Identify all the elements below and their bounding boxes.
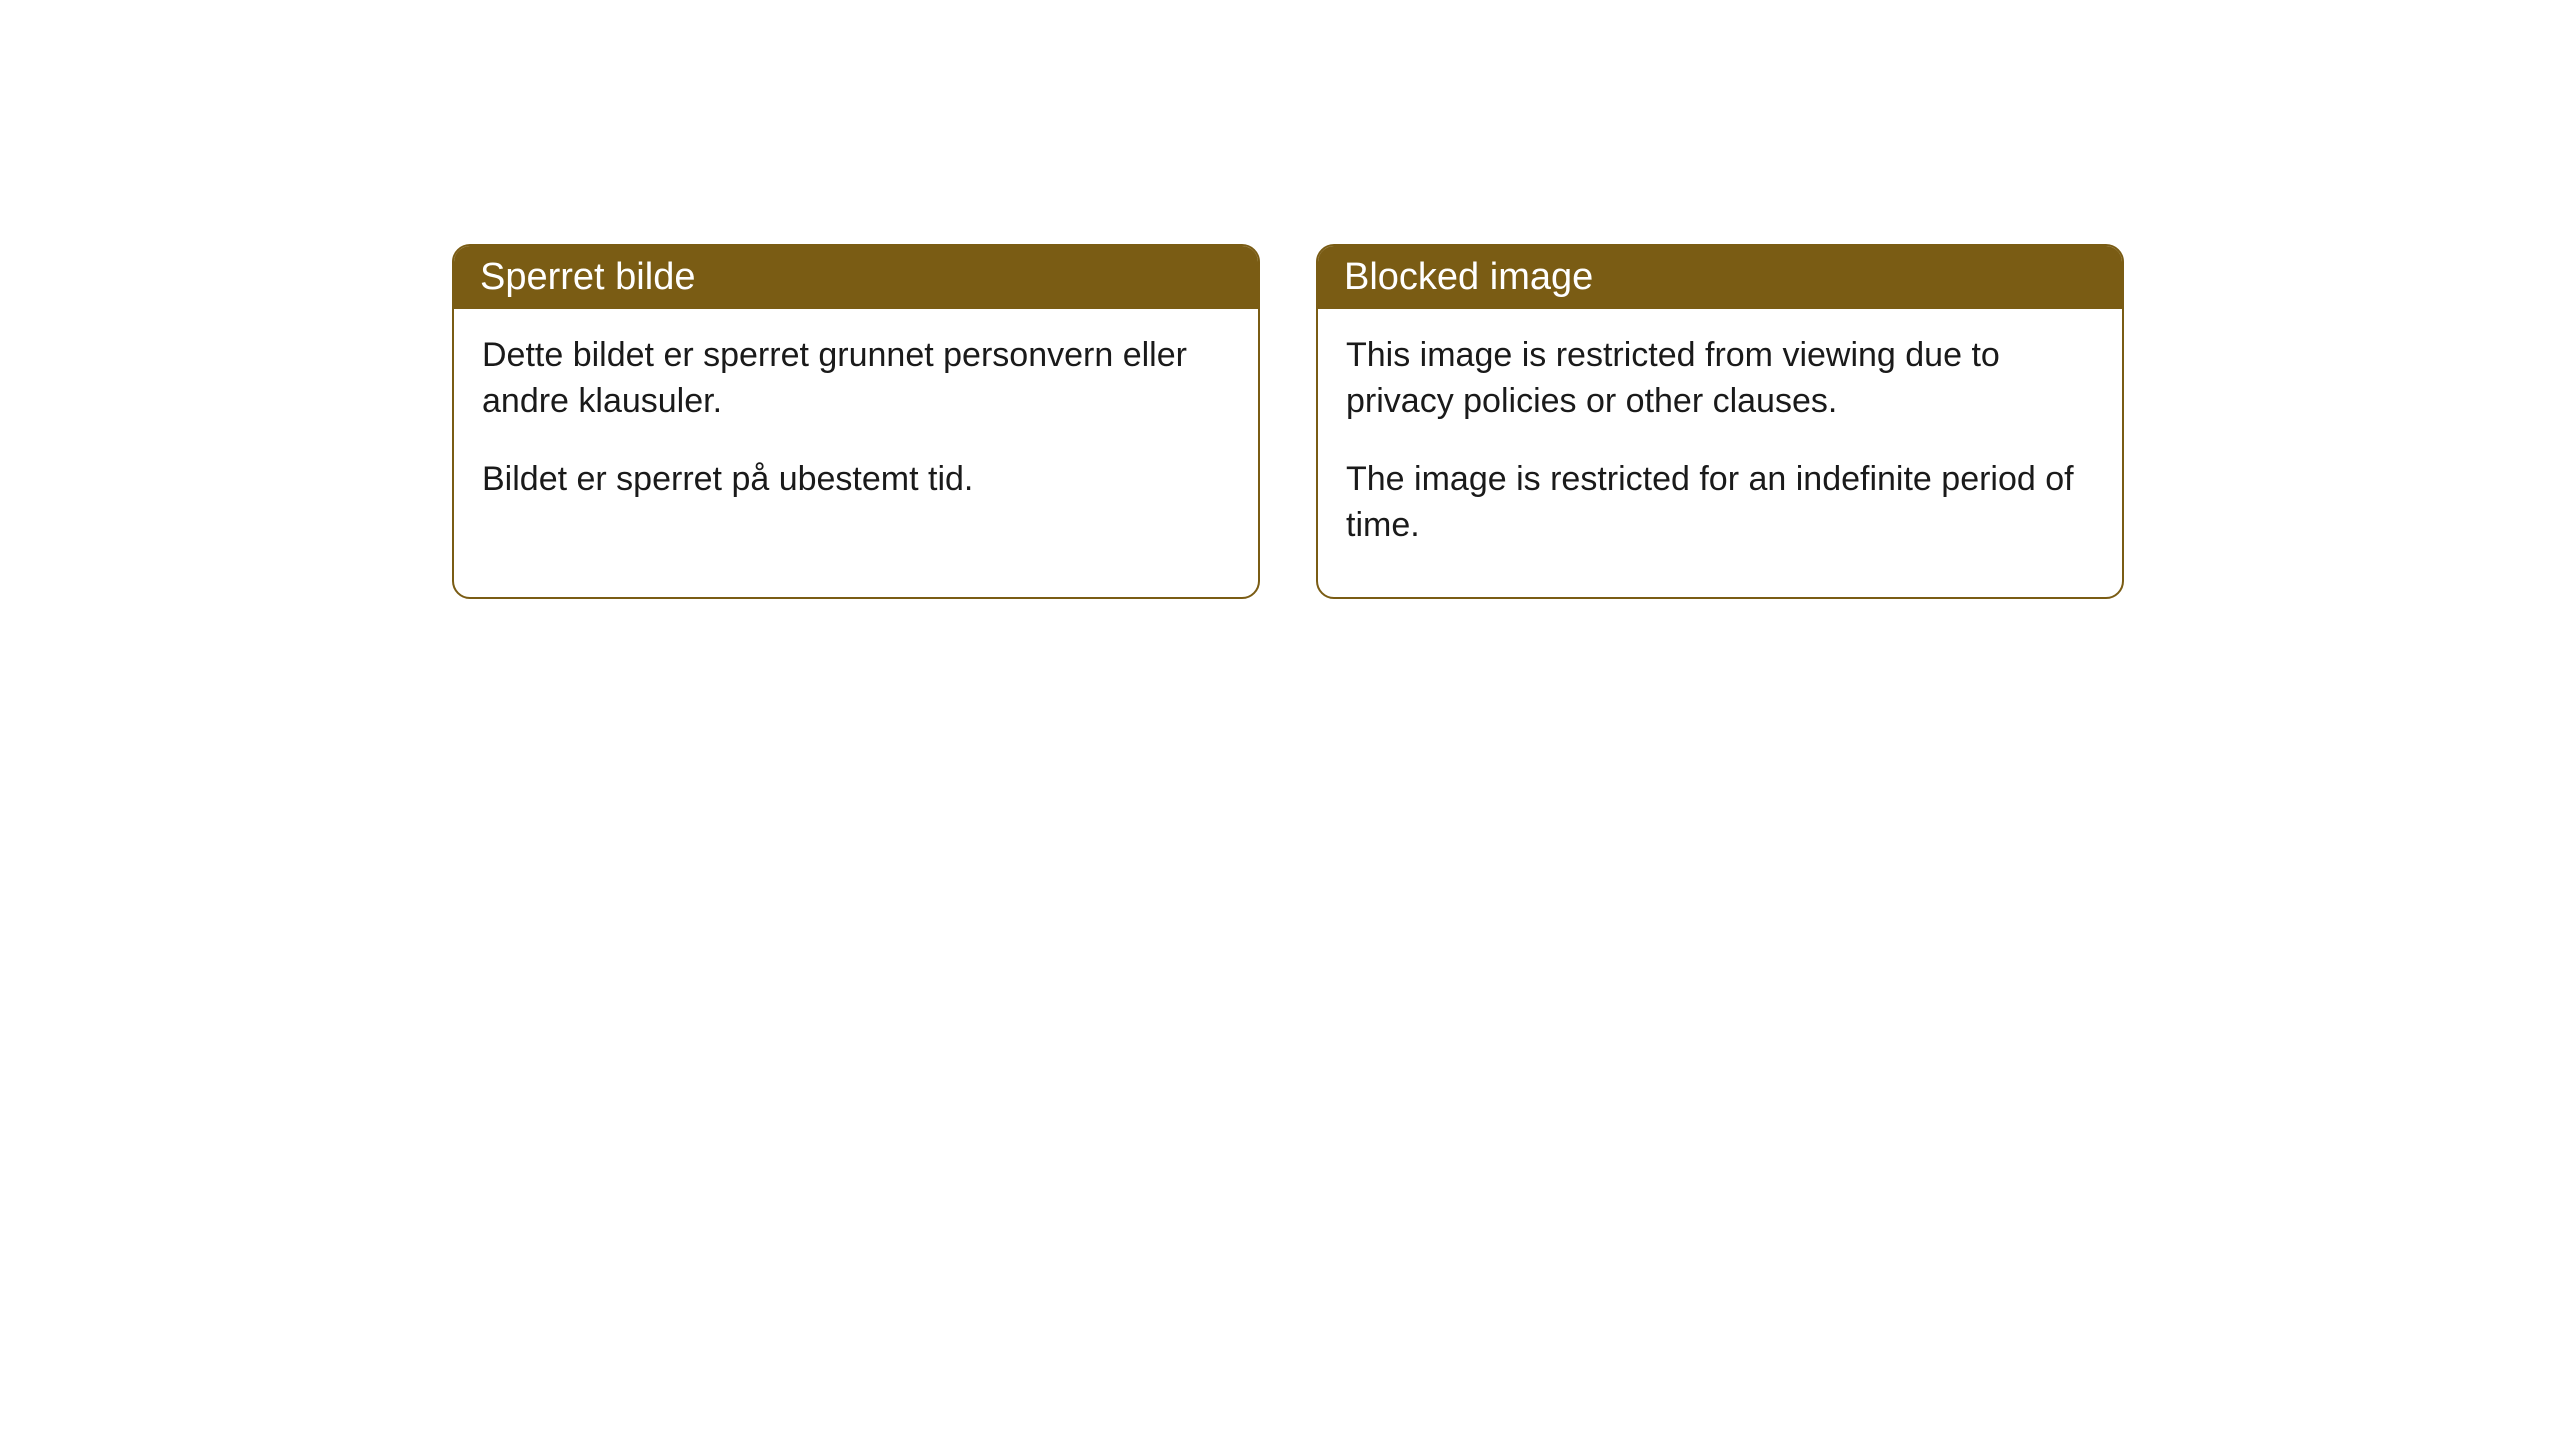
- notice-card-english: Blocked image This image is restricted f…: [1316, 244, 2124, 599]
- notice-text-norwegian-1: Dette bildet er sperret grunnet personve…: [482, 333, 1230, 425]
- notice-text-english-1: This image is restricted from viewing du…: [1346, 333, 2094, 425]
- notice-body-norwegian: Dette bildet er sperret grunnet personve…: [454, 309, 1258, 551]
- notice-container: Sperret bilde Dette bildet er sperret gr…: [452, 244, 2124, 599]
- notice-text-english-2: The image is restricted for an indefinit…: [1346, 457, 2094, 549]
- notice-header-english: Blocked image: [1318, 246, 2122, 309]
- notice-text-norwegian-2: Bildet er sperret på ubestemt tid.: [482, 457, 1230, 503]
- notice-body-english: This image is restricted from viewing du…: [1318, 309, 2122, 597]
- notice-card-norwegian: Sperret bilde Dette bildet er sperret gr…: [452, 244, 1260, 599]
- notice-header-norwegian: Sperret bilde: [454, 246, 1258, 309]
